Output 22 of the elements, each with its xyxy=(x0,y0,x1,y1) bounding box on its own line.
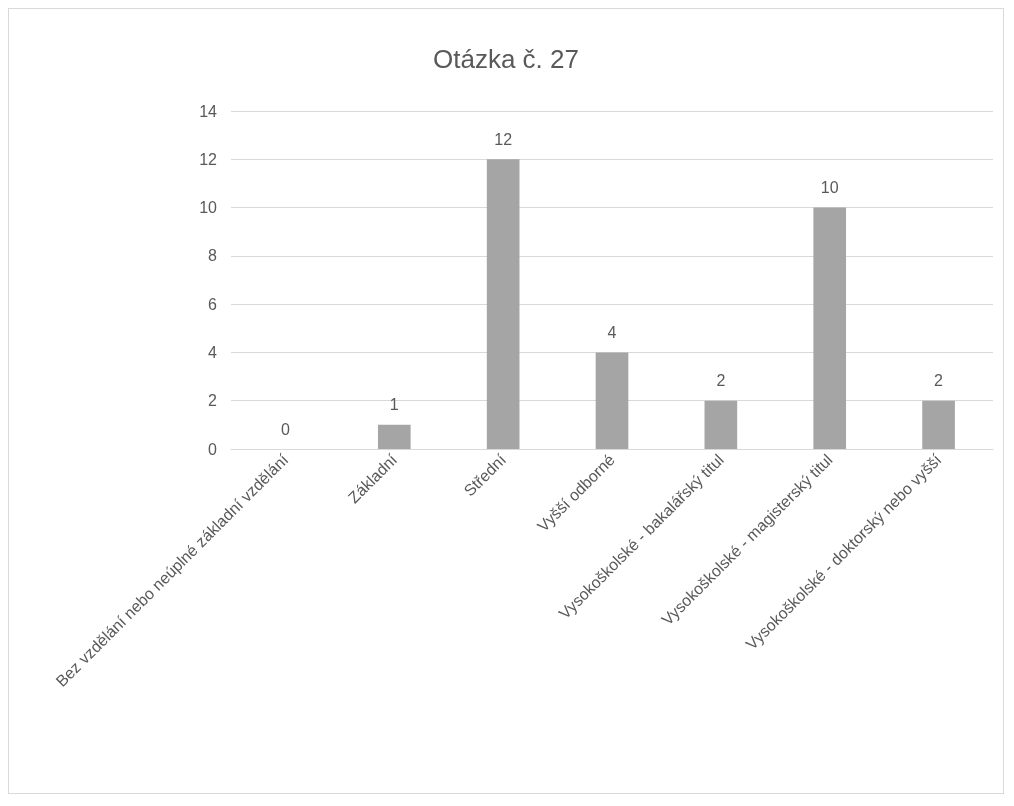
data-label: 0 xyxy=(280,420,290,438)
data-label: 2 xyxy=(716,372,726,390)
data-label: 12 xyxy=(494,130,513,148)
data-label: 10 xyxy=(820,179,839,197)
data-label: 1 xyxy=(389,396,399,414)
chart-title: Otázka č. 27 xyxy=(433,44,579,74)
y-tick-label: 0 xyxy=(208,440,218,458)
bar xyxy=(377,424,411,449)
bar xyxy=(813,207,847,449)
bar xyxy=(595,352,629,449)
y-tick-label: 4 xyxy=(208,343,218,361)
data-label: 4 xyxy=(607,323,617,341)
data-label: 2 xyxy=(934,372,944,390)
y-tick-label: 12 xyxy=(199,150,218,168)
y-tick-label: 6 xyxy=(208,295,218,313)
y-tick-label: 8 xyxy=(208,247,218,265)
y-tick-label: 2 xyxy=(208,392,218,410)
bar xyxy=(922,400,955,449)
y-tick-label: 10 xyxy=(199,199,218,217)
y-tick-label: 14 xyxy=(199,102,218,120)
bar xyxy=(486,159,520,449)
bar xyxy=(704,400,738,449)
